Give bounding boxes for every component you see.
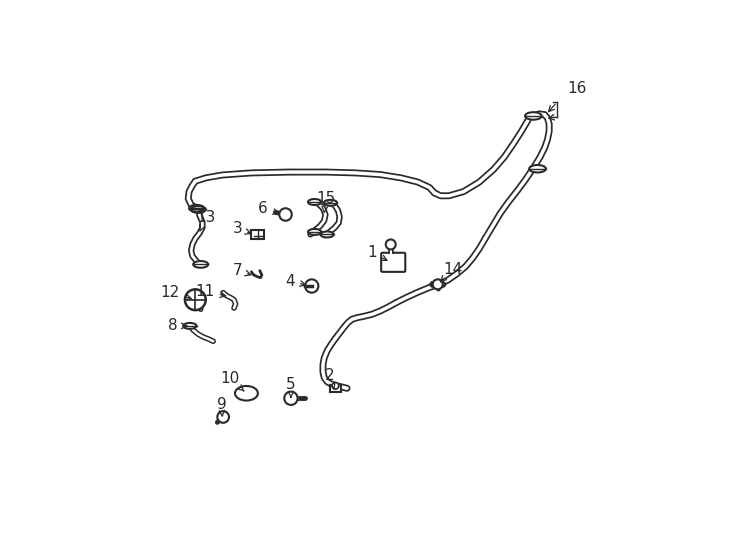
Circle shape bbox=[185, 289, 206, 310]
Circle shape bbox=[386, 239, 396, 249]
Circle shape bbox=[433, 279, 443, 289]
Text: 11: 11 bbox=[195, 284, 226, 299]
Text: 6: 6 bbox=[258, 201, 279, 216]
Text: 7: 7 bbox=[233, 263, 251, 278]
Text: 8: 8 bbox=[168, 319, 187, 333]
Text: 9: 9 bbox=[217, 397, 226, 416]
Text: 13: 13 bbox=[196, 210, 215, 231]
Ellipse shape bbox=[525, 112, 542, 120]
Circle shape bbox=[217, 411, 229, 423]
Text: 10: 10 bbox=[220, 371, 244, 391]
Text: 16: 16 bbox=[567, 82, 586, 97]
Ellipse shape bbox=[308, 229, 321, 235]
Ellipse shape bbox=[308, 199, 321, 205]
Text: 1: 1 bbox=[368, 245, 387, 260]
Text: 15: 15 bbox=[316, 191, 335, 212]
FancyBboxPatch shape bbox=[252, 230, 264, 239]
Ellipse shape bbox=[189, 205, 204, 212]
FancyBboxPatch shape bbox=[381, 253, 405, 272]
Text: 4: 4 bbox=[286, 274, 305, 288]
Text: 3: 3 bbox=[233, 221, 251, 236]
Ellipse shape bbox=[529, 165, 546, 172]
Ellipse shape bbox=[235, 386, 258, 401]
Circle shape bbox=[280, 208, 292, 221]
Ellipse shape bbox=[324, 200, 337, 206]
Circle shape bbox=[284, 392, 297, 405]
FancyBboxPatch shape bbox=[330, 385, 341, 393]
Ellipse shape bbox=[321, 232, 334, 238]
Circle shape bbox=[332, 382, 339, 389]
Text: 5: 5 bbox=[286, 376, 296, 397]
Ellipse shape bbox=[191, 206, 206, 213]
Text: 2: 2 bbox=[324, 368, 335, 389]
Ellipse shape bbox=[184, 323, 197, 329]
Text: 14: 14 bbox=[440, 262, 462, 282]
Circle shape bbox=[305, 279, 319, 293]
Ellipse shape bbox=[430, 281, 446, 288]
Text: 12: 12 bbox=[161, 285, 192, 300]
Ellipse shape bbox=[193, 261, 208, 268]
